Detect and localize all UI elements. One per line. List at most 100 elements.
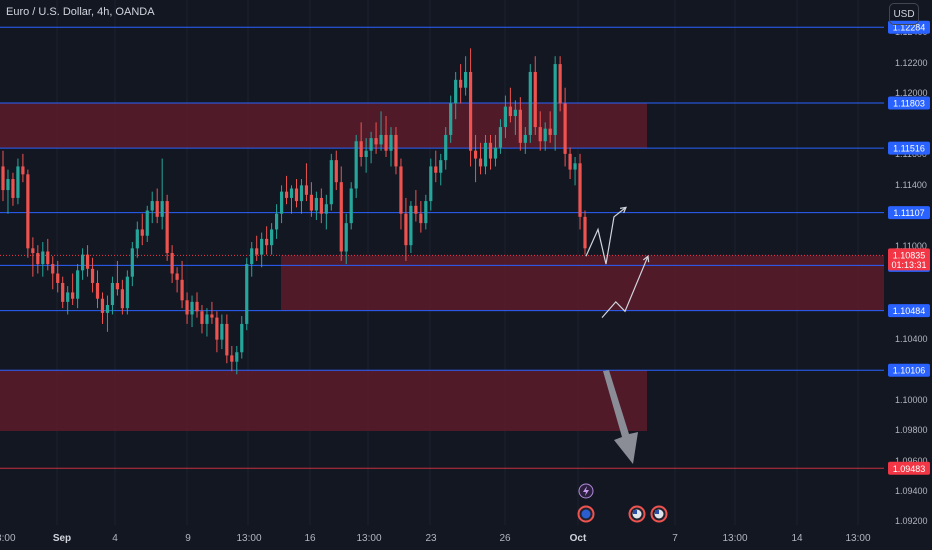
time-tick-label: 13:00: [236, 533, 261, 544]
candle-body: [299, 185, 304, 202]
candle-body: [508, 106, 512, 117]
candle-body: [6, 179, 10, 191]
candle-body: [145, 210, 149, 236]
candle-body: [374, 138, 378, 145]
candle-body: [404, 213, 408, 246]
candle-body: [424, 201, 428, 224]
price-tick-label: 1.09400: [895, 486, 928, 496]
candle-body: [468, 71, 473, 151]
candle-body: [379, 134, 383, 145]
candle-body: [260, 238, 264, 255]
candle-body: [339, 182, 343, 252]
candle-body: [359, 141, 363, 157]
candle-body: [409, 205, 413, 246]
candle-body: [464, 71, 468, 88]
candle-body: [210, 314, 214, 318]
candle-body: [503, 106, 508, 128]
price-tick-label: 1.09800: [895, 425, 928, 435]
candle-body: [195, 301, 199, 312]
candle-body: [389, 134, 393, 151]
level-price-label-box: [888, 96, 930, 110]
candle-body: [304, 185, 309, 195]
time-tick-label: 14: [791, 533, 803, 544]
candle-body: [135, 229, 139, 249]
target-price-label: 1.09483: [893, 464, 926, 474]
candle-body: [190, 301, 194, 315]
time-tick-label: 23: [425, 533, 437, 544]
candle-body: [11, 179, 15, 198]
candle-body: [130, 248, 134, 277]
candle-body: [344, 223, 348, 252]
flag-canton: [655, 510, 659, 514]
supply-demand-zone: [281, 255, 884, 311]
time-tick-label: 13:00: [0, 533, 16, 544]
candle-body: [245, 264, 249, 324]
candle-body: [41, 251, 45, 265]
candle-body: [66, 292, 70, 302]
candle-body: [215, 317, 219, 340]
candle-body: [235, 352, 239, 362]
candle-body: [71, 292, 75, 299]
time-tick-label: 26: [499, 533, 511, 544]
candle-body: [478, 158, 483, 167]
candle-body: [21, 166, 25, 175]
candle-body: [349, 188, 353, 224]
price-tick-label: 1.12200: [895, 58, 928, 68]
candle-body: [384, 134, 388, 151]
candle-body: [110, 282, 115, 306]
candle-body: [364, 150, 368, 157]
candle-body: [439, 160, 443, 173]
candle-body: [105, 305, 110, 313]
candle-body: [394, 134, 398, 167]
candle-body: [16, 166, 20, 198]
current-price-label-box: [888, 248, 930, 271]
candle-body: [419, 213, 423, 224]
candle-body: [583, 216, 587, 249]
candle-body: [473, 150, 478, 159]
current-price-label-countdown: 01:13:31: [891, 260, 926, 270]
candle-body: [558, 64, 562, 104]
candle-body: [543, 128, 547, 142]
time-axis: 13:00 Sep 4 9 13:00 16 13:00 23 26 Oct 7 13:00 14 13:…: [0, 533, 871, 544]
candle-body: [255, 248, 259, 255]
forecast-arrowhead: [642, 255, 650, 263]
candle-body: [250, 248, 254, 265]
candle-body: [294, 188, 299, 202]
time-tick-label: 13:00: [356, 533, 381, 544]
candle-body: [493, 147, 498, 159]
currency-button[interactable]: USD: [889, 3, 919, 25]
candle-body: [155, 201, 159, 217]
candle-body: [31, 248, 35, 254]
candle-body: [85, 254, 90, 269]
time-tick-label: 4: [112, 533, 118, 544]
candle-body: [185, 300, 189, 315]
candle-body: [568, 153, 572, 170]
candle-body: [319, 197, 323, 214]
time-tick-label: 13:00: [722, 533, 747, 544]
level-price-label-box: [888, 304, 930, 318]
price-tick-label: 1.11000: [895, 241, 927, 251]
forecast-path: [585, 206, 627, 265]
candle-body: [115, 282, 120, 290]
candle-body: [230, 355, 234, 362]
candle-body: [46, 251, 50, 265]
candle-body: [523, 134, 527, 143]
candle-body: [51, 264, 55, 274]
candle-body: [125, 276, 129, 309]
candle-body: [140, 229, 144, 236]
candle-body: [165, 201, 169, 254]
candle-body: [205, 314, 209, 324]
downward-arrow: [603, 370, 638, 465]
candle-body: [61, 282, 65, 302]
level-price-label-box: [888, 20, 930, 34]
candle-body: [274, 213, 279, 230]
candle-body: [538, 127, 542, 142]
candle-body: [369, 138, 373, 151]
candle-body: [160, 201, 164, 217]
candle-body: [240, 323, 244, 353]
candle-body: [414, 205, 418, 214]
candle-body: [548, 128, 552, 135]
candle-body: [449, 103, 453, 135]
